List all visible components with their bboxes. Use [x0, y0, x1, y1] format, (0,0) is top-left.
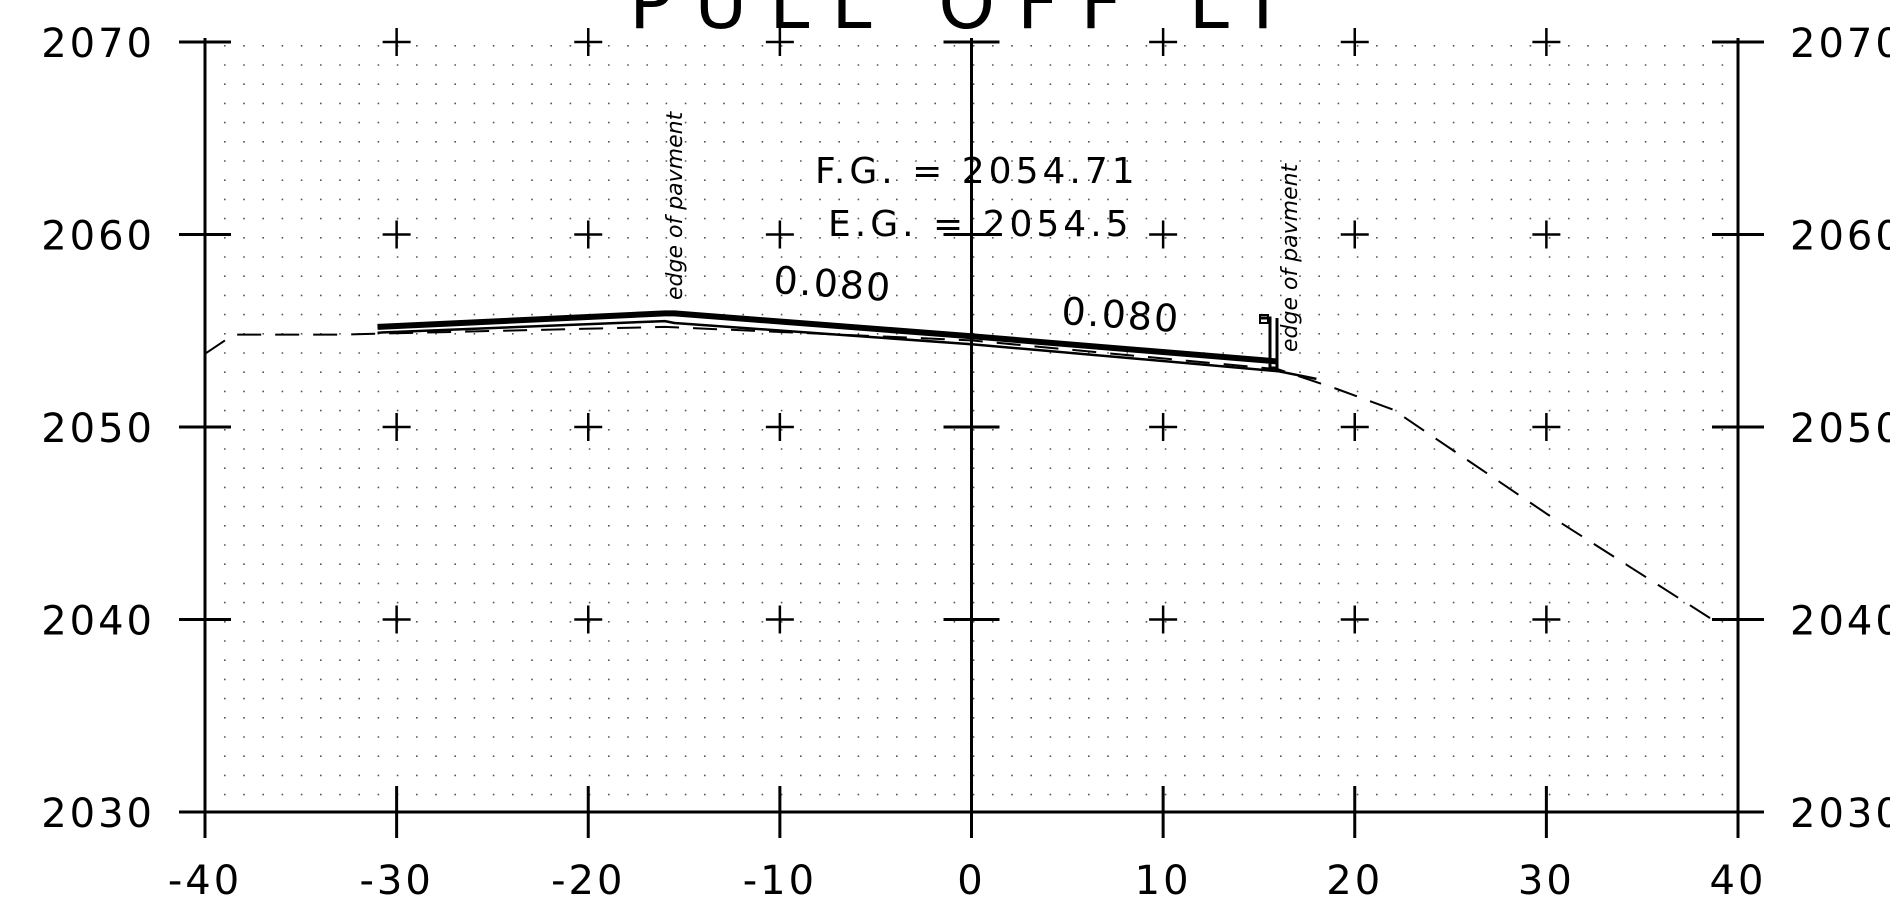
x-tick-label: 30 — [1518, 858, 1575, 904]
profile-line-solid-thick — [377, 310, 1279, 365]
slope-label-left: 0.080 — [772, 258, 894, 310]
grid-cross — [382, 413, 411, 441]
grid-cross — [1532, 605, 1561, 634]
x-tick-label: -30 — [359, 858, 433, 904]
edge-of-pavement-label-right: edge of pavment — [1278, 162, 1303, 352]
y-tick-label-right: 2040 — [1790, 599, 1890, 645]
x-tick-label: 10 — [1135, 858, 1192, 904]
chart-title: PULL OFF LT — [629, 0, 1307, 45]
grid-crosses — [382, 28, 1561, 634]
grid-cross — [382, 220, 411, 249]
y-tick-labels-right: 2030 2040 2050 2060 2070 — [1790, 21, 1890, 837]
grid-cross — [765, 28, 794, 56]
curb-marker — [1259, 314, 1279, 370]
grid-cross — [765, 413, 794, 441]
x-tick-labels: -40 -30 -20 -10 0 10 20 30 40 — [168, 858, 1767, 904]
profile-lines — [204, 310, 1729, 621]
grid-cross — [574, 413, 603, 441]
grid-cross — [765, 220, 794, 249]
y-tick-label: 2060 — [41, 214, 155, 260]
profile-line-dashed — [204, 325, 1729, 621]
grid-cross — [574, 220, 603, 249]
grid-cross — [1532, 28, 1561, 56]
x-tick-label: -10 — [743, 858, 817, 904]
grid-cross — [382, 28, 411, 56]
y-tick-label-right: 2030 — [1790, 791, 1890, 837]
grid-cross — [1149, 28, 1178, 56]
grid-cross — [382, 605, 411, 634]
grid-cross — [1340, 605, 1369, 634]
slope-label-right: 0.080 — [1060, 289, 1182, 341]
y-tick-label-right: 2060 — [1790, 214, 1890, 260]
y-tick-label: 2070 — [41, 21, 155, 67]
y-tick-label-right: 2070 — [1790, 21, 1890, 67]
y-tick-label: 2030 — [41, 791, 155, 837]
grid-cross — [1532, 413, 1561, 441]
grid-cross — [1149, 220, 1178, 249]
grid-cross — [574, 605, 603, 634]
x-tick-label: -20 — [551, 858, 625, 904]
grid-cross — [765, 605, 794, 634]
grid-cross — [1532, 220, 1561, 249]
x-tick-label: -40 — [168, 858, 242, 904]
grid-cross — [1149, 605, 1178, 634]
y-tick-labels: 2030 2040 2050 2060 2070 — [41, 21, 155, 837]
x-tick-label: 0 — [957, 858, 985, 904]
grid-cross — [1340, 220, 1369, 249]
y-tick-label: 2050 — [41, 406, 155, 452]
existing-grade-label: E.G. = 2054.5 — [828, 204, 1133, 245]
grid-cross — [1340, 413, 1369, 441]
grid-cross — [574, 28, 603, 56]
x-tick-label: 20 — [1326, 858, 1383, 904]
y-tick-label: 2040 — [41, 599, 155, 645]
tick-marks — [179, 40, 1764, 838]
x-tick-label: 40 — [1710, 858, 1767, 904]
edge-of-pavement-label-left: edge of pavment — [663, 110, 688, 300]
grid-cross — [1340, 28, 1369, 56]
grid-cross — [1149, 413, 1178, 441]
finished-grade-label: F.G. = 2054.71 — [815, 151, 1139, 192]
y-tick-label-right: 2050 — [1790, 406, 1890, 452]
